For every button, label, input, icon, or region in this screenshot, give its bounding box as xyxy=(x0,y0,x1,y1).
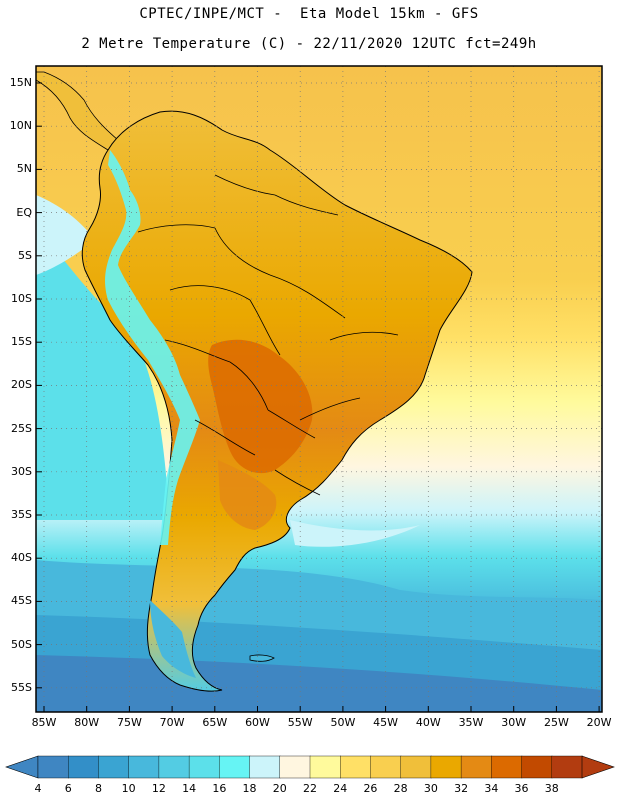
colorbar-left-arrow xyxy=(5,755,39,779)
lat-label: 5S xyxy=(18,248,32,262)
lon-label: 50W xyxy=(330,716,356,729)
lat-label: 40S xyxy=(11,551,32,565)
andes-strip xyxy=(105,150,200,545)
colorbar-label: 18 xyxy=(242,782,257,795)
hot-interior-south xyxy=(218,460,277,530)
lat-label: EQ xyxy=(16,205,32,219)
lat-label: 55S xyxy=(11,680,32,694)
colorbar-label: 34 xyxy=(484,782,499,795)
colorbar-swatch xyxy=(340,755,372,779)
lon-label: 20W xyxy=(586,716,612,729)
colorbar-label: 30 xyxy=(423,782,438,795)
colorbar-swatch xyxy=(68,755,100,779)
colorbar xyxy=(5,755,615,779)
lon-label: 25W xyxy=(543,716,569,729)
colorbar-label: 24 xyxy=(333,782,348,795)
lat-lon-grid xyxy=(36,66,602,712)
colorbar-swatch xyxy=(219,755,251,779)
colorbar-label: 36 xyxy=(514,782,529,795)
lon-label: 35W xyxy=(458,716,484,729)
colorbar-label: 20 xyxy=(272,782,287,795)
patagonia-cold-tip xyxy=(150,600,196,678)
lat-label: 10N xyxy=(9,119,32,133)
colorbar-swatch xyxy=(128,755,160,779)
lon-label: 30W xyxy=(501,716,527,729)
colorbar-swatch xyxy=(188,755,221,779)
colorbar-label: 14 xyxy=(182,782,197,795)
colorbar-right-arrow xyxy=(581,755,615,779)
colorbar-swatch xyxy=(249,755,281,779)
colorbar-swatch xyxy=(400,755,432,779)
colorbar-swatch xyxy=(279,755,311,779)
colorbar-label: 26 xyxy=(363,782,378,795)
colorbar-label: 22 xyxy=(303,782,317,795)
colorbar-label: 4 xyxy=(34,782,42,795)
lon-label: 80W xyxy=(74,716,100,729)
lon-label: 40W xyxy=(415,716,441,729)
lon-label: 70W xyxy=(159,716,185,729)
colorbar-label: 28 xyxy=(393,782,408,795)
pacific-cold-tongue xyxy=(36,230,170,520)
map-title-line2: 2 Metre Temperature (C) - 22/11/2020 12U… xyxy=(81,36,537,52)
colorbar-label: 8 xyxy=(94,782,102,795)
lat-label: 30S xyxy=(11,464,32,478)
lat-label: 15N xyxy=(9,76,32,89)
colorbar-swatch xyxy=(430,755,462,779)
lat-label: 50S xyxy=(11,637,32,651)
colorbar-swatch xyxy=(309,755,341,779)
lat-label: 45S xyxy=(11,594,32,608)
colorbar-swatch xyxy=(460,755,493,779)
colorbar-swatch xyxy=(37,755,69,779)
lat-label: 25S xyxy=(11,421,32,435)
lon-label: 65W xyxy=(202,716,228,729)
lat-label: 10S xyxy=(11,292,32,305)
lon-label: 55W xyxy=(287,716,313,729)
colorbar-swatch xyxy=(158,755,190,779)
map-title-line1: CPTEC/INPE/MCT - Eta Model 15km - GFS xyxy=(139,6,479,22)
colorbar-label: 6 xyxy=(64,782,72,795)
colorbar-swatch xyxy=(551,755,583,779)
colorbar-label: 12 xyxy=(151,782,166,795)
colorbar-label: 32 xyxy=(454,782,469,795)
lon-label: 60W xyxy=(245,716,270,729)
pacific-mild-zone xyxy=(36,195,95,275)
atlantic-mild-coast xyxy=(290,520,420,547)
lat-label: 20S xyxy=(11,378,32,392)
colorbar-swatch xyxy=(491,755,523,779)
lon-label: 85W xyxy=(31,716,57,729)
colorbar-swatch xyxy=(521,755,553,779)
colorbar-swatch xyxy=(370,755,402,779)
colorbar-swatch xyxy=(98,755,130,779)
colorbar-label: 38 xyxy=(544,782,559,795)
lat-label: 5N xyxy=(16,162,32,176)
map-frame xyxy=(35,65,603,713)
colorbar-label: 10 xyxy=(121,782,136,795)
hot-interior-core xyxy=(208,339,313,474)
falkland-islands xyxy=(249,654,275,662)
colorbar-label: 16 xyxy=(212,782,227,795)
map-area xyxy=(36,66,602,712)
lat-label: 15S xyxy=(11,335,32,349)
lat-label: 35S xyxy=(11,508,32,521)
lon-label: 75W xyxy=(116,716,142,729)
lon-label: 45W xyxy=(373,716,399,729)
